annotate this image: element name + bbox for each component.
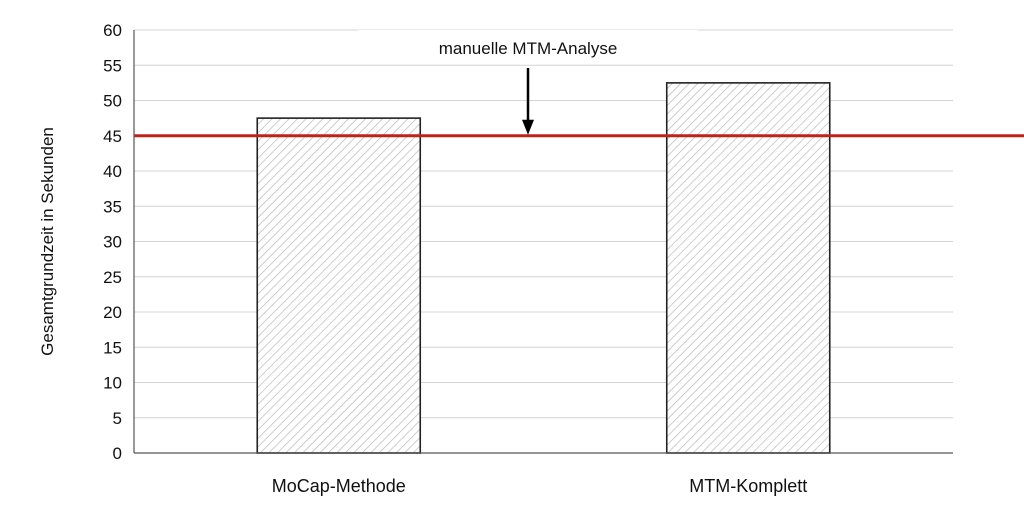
y-axis-title: Gesamtgrundzeit in Sekunden	[38, 127, 57, 356]
annotation-background	[358, 30, 698, 64]
y-tick-label: 30	[103, 233, 122, 252]
annotation-group: manuelle MTM-Analyse	[358, 30, 698, 135]
bars	[256, 82, 831, 454]
annotation-text: manuelle MTM-Analyse	[439, 39, 618, 58]
y-tick-label: 0	[113, 444, 122, 463]
axes: 0 5 10 15 20 25 30 35 40 45 50 55 60 MoCap-Methode MTM…	[103, 21, 953, 496]
y-tick-label: 15	[103, 338, 122, 357]
y-tick-label: 40	[103, 162, 122, 181]
y-tick-label: 50	[103, 92, 122, 111]
annotation-arrow-head	[522, 119, 534, 135]
y-tick-label: 25	[103, 268, 122, 287]
x-tick-label: MoCap-Methode	[272, 476, 406, 496]
y-tick-label: 45	[103, 127, 122, 146]
y-tick-label: 60	[103, 21, 122, 40]
x-tick-label: MTM-Komplett	[689, 476, 807, 496]
y-tick-label: 5	[113, 409, 122, 428]
y-tick-label: 35	[103, 197, 122, 216]
y-tick-label: 10	[103, 374, 122, 393]
y-tick-label: 20	[103, 303, 122, 322]
y-tick-label: 55	[103, 56, 122, 75]
bar-mtm-komplett	[665, 82, 831, 454]
bar-mocap-methode	[256, 117, 422, 454]
